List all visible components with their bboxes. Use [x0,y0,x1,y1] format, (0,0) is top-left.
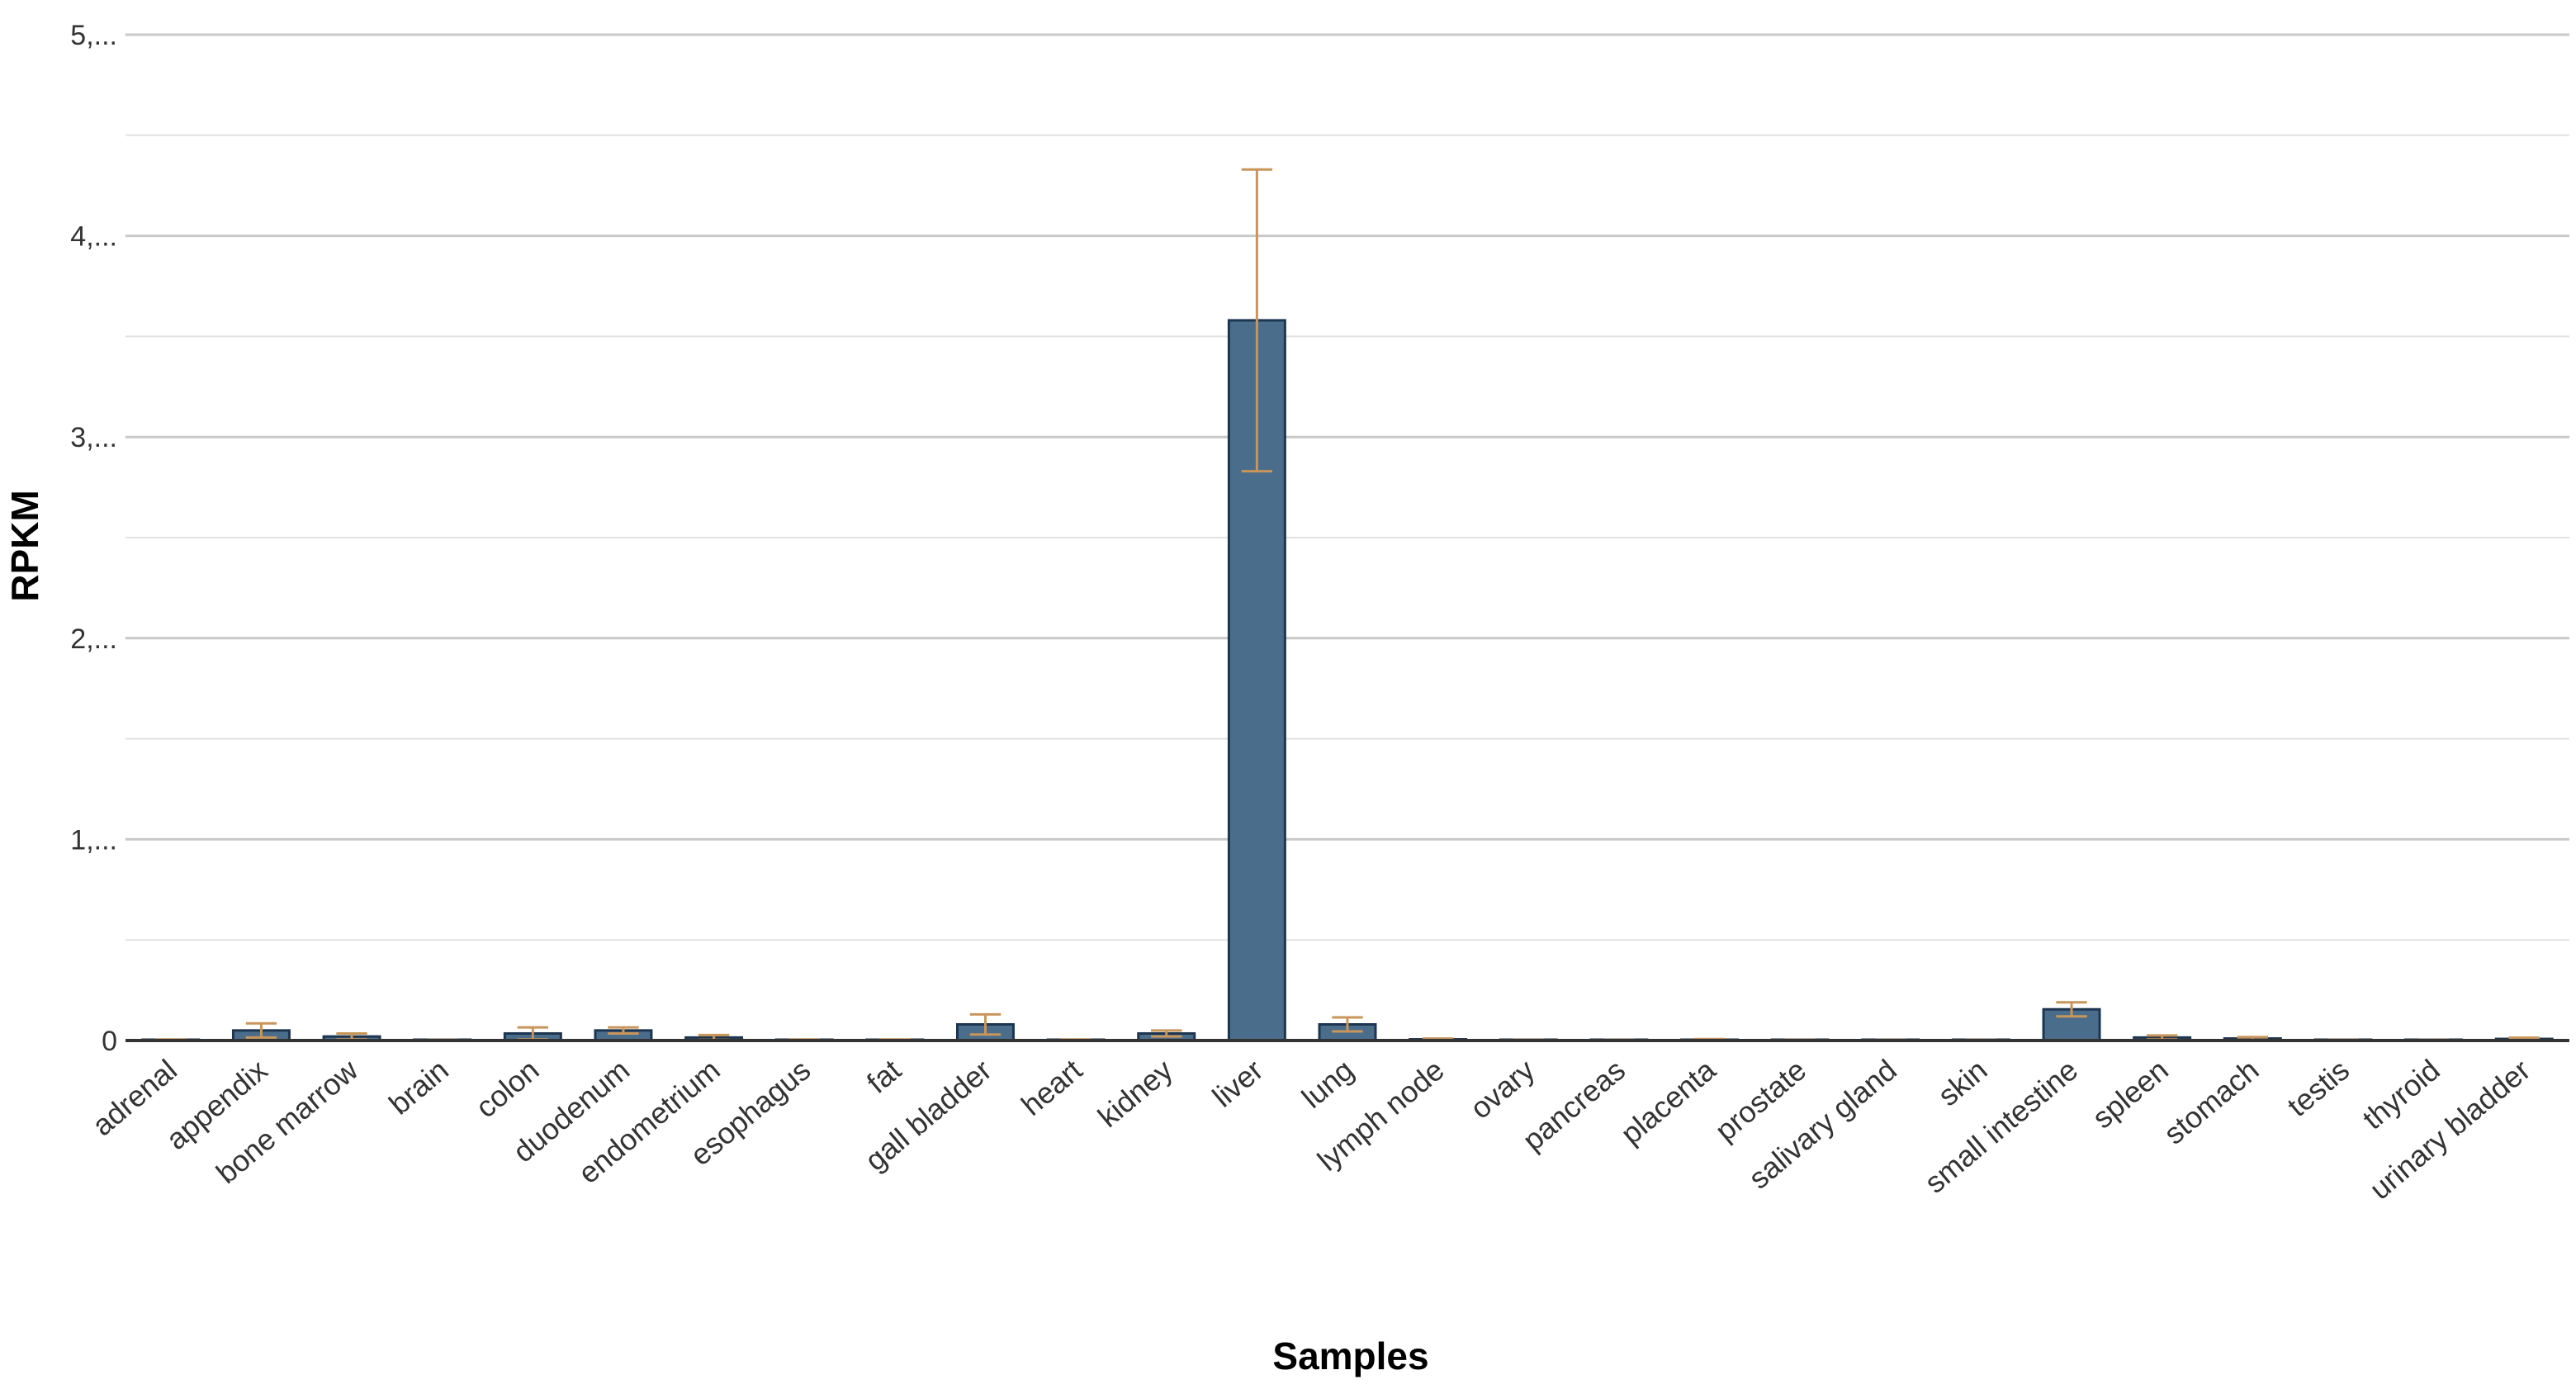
y-tick-label: 0 [102,1026,117,1057]
y-tick-label: 3,... [70,422,117,453]
x-category-label: ovary [1464,1053,1541,1126]
x-category-label: kidney [1091,1053,1179,1134]
x-category-label: fat [860,1053,907,1100]
y-tick-label: 4,... [70,221,117,253]
x-category-label: testis [2280,1053,2356,1123]
x-category-label: colon [469,1053,545,1125]
x-category-label: placenta [1614,1052,1722,1151]
y-axis-ticks: 0 1,... 2,... 3,... 4,... 5,... [70,20,117,1057]
x-category-label: brain [382,1053,455,1121]
gridlines [125,35,2569,940]
x-category-label: stomach [2157,1053,2266,1151]
y-tick-label: 5,... [70,20,117,51]
y-tick-label: 2,... [70,623,117,655]
x-category-label: small intestine [1918,1053,2084,1200]
x-category-label: urinary bladder [2363,1053,2536,1206]
x-category-label: skin [1931,1053,1993,1113]
bars [143,320,2552,1041]
error-bars [155,169,2540,1041]
x-category-label: heart [1015,1053,1088,1122]
x-category-label: lung [1295,1053,1360,1115]
y-axis-title: RPKM [3,490,46,601]
x-category-label: pancreas [1516,1053,1631,1158]
x-axis-title: Samples [1272,1334,1428,1377]
y-tick-label: 1,... [70,824,117,856]
x-category-label: liver [1206,1053,1270,1114]
